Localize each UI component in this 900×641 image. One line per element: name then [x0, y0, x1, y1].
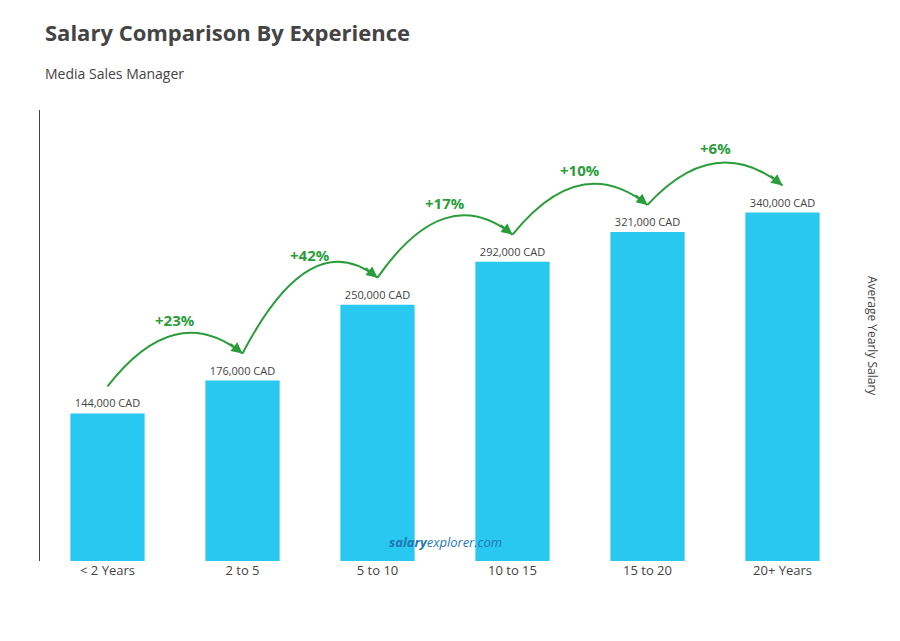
- svg-text:340,000 CAD: 340,000 CAD: [750, 195, 815, 210]
- svg-text:144,000 CAD: 144,000 CAD: [75, 395, 140, 410]
- svg-text:15 to 20: 15 to 20: [623, 561, 672, 579]
- svg-text:+23%: +23%: [155, 310, 195, 330]
- svg-text:+17%: +17%: [425, 193, 465, 213]
- svg-text:+6%: +6%: [700, 138, 731, 158]
- svg-text:292,000 CAD: 292,000 CAD: [480, 244, 545, 259]
- svg-text:2 to 5: 2 to 5: [225, 561, 259, 579]
- svg-text:+10%: +10%: [560, 160, 600, 180]
- svg-text:20+ Years: 20+ Years: [753, 561, 812, 579]
- svg-text:250,000 CAD: 250,000 CAD: [345, 287, 410, 302]
- svg-text:+42%: +42%: [290, 245, 330, 265]
- svg-text:176,000 CAD: 176,000 CAD: [210, 363, 275, 378]
- svg-text:salaryexplorer.com: salaryexplorer.com: [389, 533, 502, 551]
- svg-text:Media Sales Manager: Media Sales Manager: [45, 64, 184, 83]
- svg-text:Average Yearly Salary: Average Yearly Salary: [864, 276, 881, 396]
- svg-text:5 to 10: 5 to 10: [357, 561, 399, 579]
- svg-text:Salary Comparison By Experienc: Salary Comparison By Experience: [45, 17, 410, 47]
- svg-text:< 2 Years: < 2 Years: [80, 561, 135, 579]
- svg-text:321,000 CAD: 321,000 CAD: [615, 214, 680, 229]
- svg-text:10 to 15: 10 to 15: [488, 561, 537, 579]
